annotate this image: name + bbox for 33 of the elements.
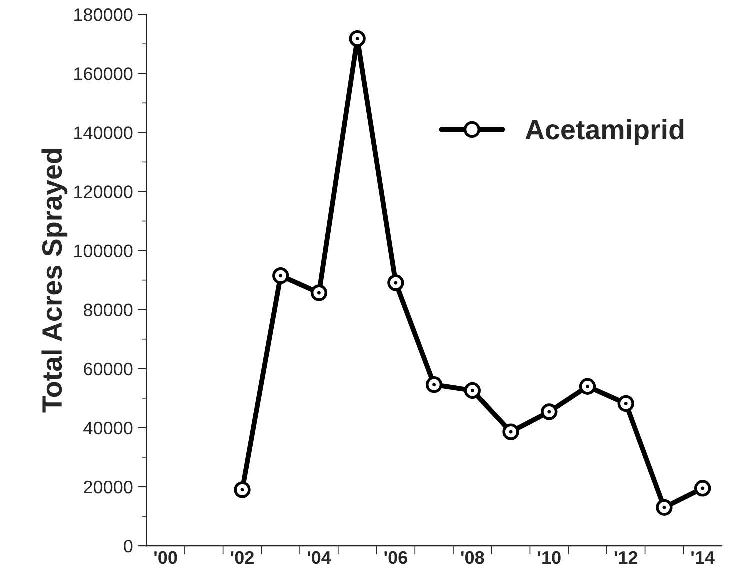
point	[618, 395, 634, 412]
point	[541, 404, 558, 420]
x-tick-label: '04	[308, 551, 332, 564]
y-tick-label: 40000	[84, 422, 133, 435]
y-tick-label: 140000	[74, 126, 133, 140]
x-tick-label: '12	[614, 551, 638, 564]
point	[272, 268, 290, 284]
x-tick-label: '06	[384, 551, 408, 564]
x-tick-label: '08	[461, 551, 484, 564]
point	[464, 382, 481, 400]
x-tick-label: '02	[231, 551, 254, 564]
x-tick-label: '00	[154, 551, 178, 564]
y-tick-label: 100000	[74, 244, 133, 258]
y-tick-label: 180000	[74, 8, 133, 22]
point	[234, 482, 251, 498]
y-tick-label: 80000	[84, 304, 133, 317]
y-axis-title: Total Acres Sprayed	[42, 149, 68, 413]
y-tick-label: 160000	[74, 68, 133, 80]
y-tick-label: 120000	[74, 186, 133, 198]
point	[502, 424, 520, 440]
y-tick-label: 0	[124, 540, 133, 553]
point	[426, 376, 443, 394]
y-tick-label: 20000	[84, 480, 133, 494]
x-tick-label: '14	[692, 552, 715, 564]
point	[310, 284, 328, 302]
legend-label: Acetamiprid	[526, 119, 684, 146]
point	[388, 274, 404, 292]
point	[349, 30, 366, 48]
point	[694, 480, 712, 497]
y-tick-label: 60000	[84, 362, 133, 376]
point	[579, 378, 596, 395]
point	[656, 499, 673, 516]
x-tick-label: '10	[538, 551, 561, 564]
